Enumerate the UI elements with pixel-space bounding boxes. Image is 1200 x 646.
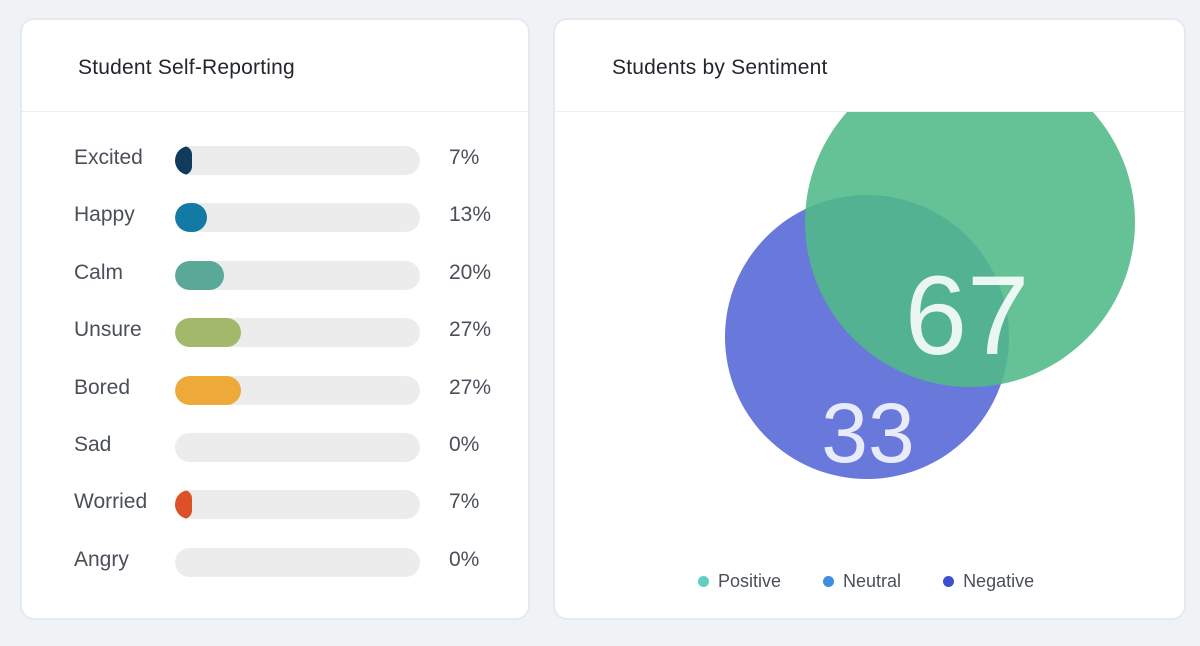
bar-value-excited: 7% [449,146,480,169]
legend-dot-neutral [823,576,835,587]
bar-value-worried: 7% [449,490,480,514]
sentiment-card: Students by Sentiment 33 67 Positive Neut… [553,18,1186,620]
legend-label-negative: Negative [963,571,1035,591]
bar-track-sad [175,433,420,462]
bar-fill-unsure [175,318,242,348]
bar-value-angry: 0% [449,547,480,571]
bar-track-unsure [175,318,420,348]
self-reporting-card: Student Self-Reporting Excited 7% Happy 13%… [20,18,530,620]
legend-dot-negative [943,576,955,587]
bar-row-excited: Excited 7% [22,140,528,180]
bar-value-calm: 20% [449,260,492,284]
legend-label-neutral: Neutral [843,571,902,591]
legend-item-negative[interactable]: Negative [943,571,1034,592]
bar-track-worried [175,490,420,520]
bar-label-angry: Angry [74,547,129,571]
self-reporting-header [22,20,528,112]
bar-track-bored [175,375,420,405]
bar-value-unsure: 27% [449,318,492,342]
bar-label-calm: Calm [74,260,124,284]
bar-track-happy [175,203,420,233]
bar-fill-excited [175,146,193,175]
bar-fill-bored [175,375,242,405]
sentiment-legend: Positive Neutral Negative [698,571,1076,592]
legend-item-neutral[interactable]: Neutral [823,571,901,592]
bar-row-calm: Calm 20% [22,255,528,295]
self-reporting-title: Student Self-Reporting [78,56,295,79]
bar-row-worried: Worried 7% [22,484,528,524]
bar-row-angry: Angry 0% [22,542,528,582]
legend-item-positive[interactable]: Positive [698,571,781,592]
bar-label-happy: Happy [74,203,135,227]
bar-track-angry [175,547,420,577]
bar-fill-worried [175,490,193,520]
bar-fill-happy [175,203,207,233]
bar-label-excited: Excited [74,146,143,169]
bar-label-worried: Worried [74,490,148,514]
bar-fill-calm [175,260,224,290]
venn-circle-67[interactable] [805,112,1135,387]
sentiment-title: Students by Sentiment [612,56,828,79]
bar-row-bored: Bored 27% [22,370,528,410]
bar-row-sad: Sad 0% [22,427,528,467]
bar-value-happy: 13% [449,203,492,227]
bar-label-bored: Bored [74,375,131,399]
venn-label-67: 67 [905,253,1030,378]
bar-row-happy: Happy 13% [22,197,528,237]
legend-label-positive: Positive [718,571,782,591]
legend-dot-positive [698,576,709,587]
bar-value-sad: 0% [449,433,480,456]
bar-track-excited [175,146,420,175]
bar-label-sad: Sad [74,433,112,456]
bar-row-unsure: Unsure 27% [22,312,528,352]
bar-value-bored: 27% [449,375,492,399]
venn-label-33: 33 [821,386,914,480]
bar-track-calm [175,260,420,290]
bar-label-unsure: Unsure [74,318,142,342]
